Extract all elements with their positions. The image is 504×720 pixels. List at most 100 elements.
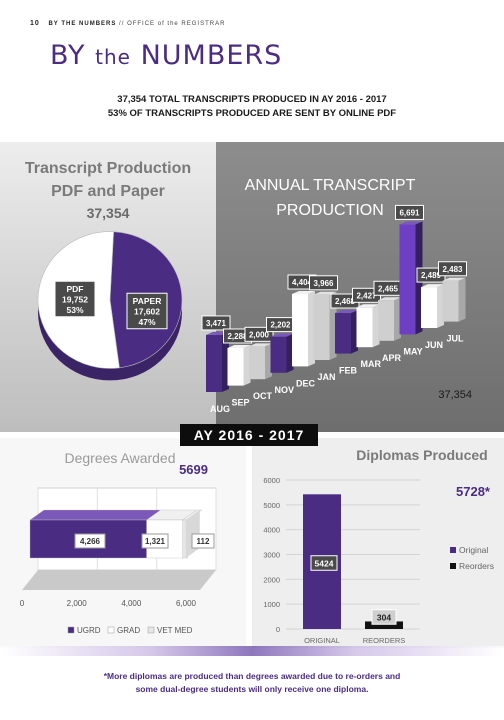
degrees-value-ugrd-text-0: 4,266 bbox=[80, 537, 101, 546]
monthly-bar-top-sep bbox=[227, 344, 251, 348]
monthly-cat-sep: SEP bbox=[232, 398, 250, 408]
monthly-cat-jun: JUN bbox=[425, 340, 443, 350]
monthly-total: 37,354 bbox=[438, 389, 472, 401]
pie-label-paper-text-1: 17,602 bbox=[134, 306, 160, 316]
degrees-title: Degrees Awarded bbox=[64, 450, 175, 466]
footnote-line-2: some dual-degree students will only rece… bbox=[135, 684, 369, 694]
monthly-bar-dec bbox=[292, 293, 308, 367]
monthly-bar-top-jun bbox=[421, 284, 444, 288]
summary-line-1: 37,354 TOTAL TRANSCRIPTS PRODUCED IN AY … bbox=[117, 94, 387, 105]
monthly-bar-jan bbox=[313, 294, 330, 360]
pie-title: Transcript Production bbox=[25, 160, 191, 177]
monthly-value-sep-text-0: 2,288 bbox=[227, 332, 248, 341]
monthly-value-jun-text-0: 2,489 bbox=[421, 271, 442, 280]
monthly-cat-dec: DEC bbox=[296, 378, 316, 388]
diplomas-tick-2: 2000 bbox=[263, 575, 280, 584]
monthly-bar-side-dec bbox=[308, 290, 315, 367]
diplomas-total: 5728* bbox=[456, 484, 491, 499]
monthly-bar-jun bbox=[421, 287, 437, 328]
degrees-tick-0: 0 bbox=[20, 599, 25, 608]
degrees-legend-swatch-1 bbox=[107, 626, 115, 634]
monthly-bar-oct bbox=[249, 346, 265, 380]
section-name: BY THE NUMBERS bbox=[48, 21, 117, 27]
degrees-legend-label-2: VET MED bbox=[157, 626, 193, 635]
summary-line-2: 53% OF TRANSCRIPTS PRODUCED ARE SENT BY … bbox=[107, 108, 397, 119]
diplomas-cat-original: ORIGINAL bbox=[304, 636, 340, 645]
diplomas-tick-4: 4000 bbox=[263, 526, 280, 535]
degrees-value-grad-box bbox=[141, 533, 169, 549]
monthly-value-jul-box bbox=[438, 261, 467, 277]
title-part-1: BY bbox=[50, 40, 86, 71]
diplomas-legend-label-0: Original bbox=[459, 545, 488, 555]
pie-label-pdf-text-2: 53% bbox=[66, 305, 83, 315]
monthly-bar-side-apr bbox=[394, 297, 401, 341]
monthly-bar-side-sep bbox=[243, 344, 251, 386]
monthly-bar-side-oct bbox=[265, 343, 272, 380]
page-title: BY the NUMBERS bbox=[50, 40, 282, 71]
diplomas-tick-3: 3000 bbox=[263, 551, 280, 560]
degrees-legend-label-1: GRAD bbox=[117, 626, 140, 635]
degrees-floor bbox=[22, 570, 216, 590]
monthly-bar-top-may bbox=[399, 221, 423, 225]
diplomas-legend-swatch-0 bbox=[450, 547, 456, 553]
monthly-cat-aug: AUG bbox=[210, 404, 230, 414]
pie-label-pdf-box bbox=[54, 280, 96, 318]
pie-label-pdf-text-1: 19,752 bbox=[62, 294, 88, 304]
bottom-glow bbox=[0, 646, 504, 656]
monthly-bar-apr bbox=[378, 300, 394, 341]
monthly-cat-jul: JUL bbox=[447, 334, 465, 344]
monthly-bar-top-jul bbox=[442, 277, 466, 281]
degrees-tick-2: 4,000 bbox=[121, 599, 142, 608]
monthly-bar-side-nov bbox=[286, 333, 294, 373]
diplomas-tick-0: 0 bbox=[276, 625, 280, 634]
monthly-bar-may bbox=[399, 224, 416, 335]
header-separator: // bbox=[119, 21, 125, 27]
monthly-title: ANNUAL TRANSCRIPT bbox=[245, 177, 416, 194]
monthly-value-may-text-0: 6,691 bbox=[399, 208, 420, 217]
degrees-total: 5699 bbox=[179, 462, 208, 477]
monthly-bar-side-jul bbox=[458, 277, 466, 322]
diplomas-legend-swatch-1 bbox=[450, 563, 456, 569]
monthly-bar-top-apr bbox=[378, 297, 401, 301]
diplomas-tick-1: 1000 bbox=[263, 600, 280, 609]
pie-total: 37,354 bbox=[87, 205, 130, 221]
degrees-legend-label-0: UGRD bbox=[77, 626, 101, 635]
monthly-subtitle: PRODUCTION bbox=[276, 202, 384, 219]
degrees-value-vet-med-text-0: 112 bbox=[197, 537, 210, 546]
monthly-bar-top-feb bbox=[335, 310, 358, 314]
page-header: 10 BY THE NUMBERS // OFFICE of the REGIS… bbox=[30, 20, 225, 27]
monthly-cat-jan: JAN bbox=[318, 372, 336, 382]
monthly-value-aug-box bbox=[201, 315, 231, 331]
office-name: OFFICE of the REGISTRAR bbox=[127, 21, 226, 27]
pie-label-paper-text-0: PAPER bbox=[133, 296, 162, 306]
monthly-value-dec-text-0: 4,404 bbox=[292, 278, 313, 287]
monthly-bar-nov bbox=[270, 336, 287, 373]
diplomas-title: Diplomas Produced bbox=[356, 447, 487, 463]
monthly-value-may-box bbox=[395, 204, 424, 220]
degrees-tick-3: 6,000 bbox=[176, 599, 197, 608]
diplomas-tick-6: 6000 bbox=[263, 476, 280, 485]
monthly-cat-apr: APR bbox=[382, 353, 402, 363]
pie-label-paper-text-2: 47% bbox=[138, 317, 155, 327]
degrees-value-grad-text-0: 1,321 bbox=[145, 537, 166, 546]
diplomas-value-reorders-text-0: 304 bbox=[377, 612, 391, 622]
monthly-cat-mar: MAR bbox=[361, 359, 382, 369]
monthly-bar-top-nov bbox=[270, 333, 294, 337]
monthly-value-mar-text-0: 2,427 bbox=[356, 291, 377, 300]
monthly-value-oct-text-0: 2,000 bbox=[249, 330, 270, 339]
monthly-bar-side-mar bbox=[372, 304, 380, 348]
diplomas-value-original-text-0: 5424 bbox=[315, 558, 334, 568]
monthly-value-apr-text-0: 2,465 bbox=[378, 284, 399, 293]
monthly-bar-side-feb bbox=[351, 310, 358, 354]
degrees-bar-top-ugrd bbox=[29, 509, 162, 521]
page-number: 10 bbox=[30, 20, 40, 27]
monthly-cat-feb: FEB bbox=[339, 366, 358, 376]
diplomas-cat-reorders: REORDERS bbox=[363, 636, 406, 645]
monthly-value-jan-text-0: 3,966 bbox=[313, 279, 334, 288]
monthly-cat-oct: OCT bbox=[253, 391, 273, 401]
diplomas-tick-5: 5000 bbox=[263, 501, 280, 510]
degrees-tick-1: 2,000 bbox=[67, 599, 88, 608]
monthly-bar-sep bbox=[227, 347, 244, 386]
monthly-bar-top-mar bbox=[356, 304, 380, 308]
